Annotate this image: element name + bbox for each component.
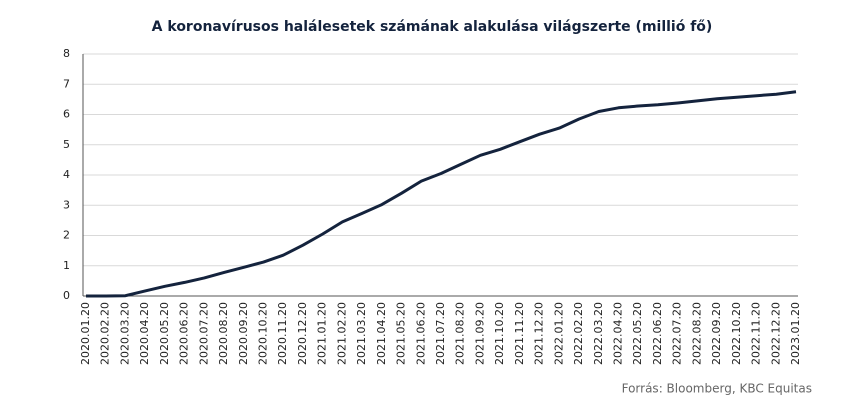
y-tick-label: 5 [63,138,70,151]
x-tick-label: 2021.07.20 [434,302,447,365]
x-tick-label: 2020.12.20 [296,302,309,365]
x-tick-label: 2022.01.20 [552,302,565,365]
x-tick-label: 2021.08.20 [454,302,467,365]
y-tick-label: 3 [63,198,70,211]
source-note: Forrás: Bloomberg, KBC Equitas [622,382,812,396]
x-tick-label: 2022.12.20 [769,302,782,365]
x-tick-label: 2020.05.20 [158,302,171,365]
x-tick-label: 2021.12.20 [533,302,546,365]
x-tick-label: 2021.02.20 [335,302,348,365]
data-line [86,90,797,298]
x-tick-label: 2020.11.20 [276,302,289,365]
x-tick-label: 2022.03.20 [592,302,605,365]
chart-title: A koronavírusos halálesetek számának ala… [152,19,713,35]
x-tick-label: 2021.11.20 [513,302,526,365]
x-tick-label: 2021.10.20 [493,302,506,365]
x-tick-label: 2021.05.20 [395,302,408,365]
x-tick-label: 2020.07.20 [197,302,210,365]
y-tick-label: 4 [63,168,70,181]
x-tick-label: 2022.10.20 [730,302,743,365]
x-tick-label: 2020.09.20 [237,302,250,365]
x-tick-label: 2020.03.20 [118,302,131,365]
x-tick-label: 2022.06.20 [651,302,664,365]
x-tick-label: 2020.08.20 [217,302,230,365]
x-tick-label: 2020.10.20 [257,302,270,365]
x-tick-label: 2022.11.20 [750,302,763,365]
x-tick-label: 2021.04.20 [375,302,388,365]
x-tick-label: 2020.02.20 [99,302,112,365]
y-tick-label: 8 [63,47,70,60]
x-tick-label: 2023.01.20 [789,302,802,365]
x-tick-label: 2022.02.20 [572,302,585,365]
x-tick-label: 2021.09.20 [473,302,486,365]
x-tick-label: 2022.04.20 [612,302,625,365]
y-tick-label: 6 [63,108,70,121]
x-tick-label: 2021.06.20 [414,302,427,365]
y-tick-label: 0 [63,289,70,302]
y-tick-label: 1 [63,259,70,272]
x-tick-label: 2022.09.20 [710,302,723,365]
x-tick-label: 2022.05.20 [631,302,644,365]
x-tick-label: 2021.03.20 [355,302,368,365]
x-tick-label: 2020.01.20 [79,302,92,365]
x-tick-label: 2022.08.20 [690,302,703,365]
x-tick-label: 2021.01.20 [316,302,329,365]
y-tick-label: 2 [63,229,70,242]
x-tick-label: 2022.07.20 [671,302,684,365]
y-tick-label: 7 [63,77,70,90]
x-tick-label: 2020.06.20 [178,302,191,365]
x-tick-label: 2020.04.20 [138,302,151,365]
